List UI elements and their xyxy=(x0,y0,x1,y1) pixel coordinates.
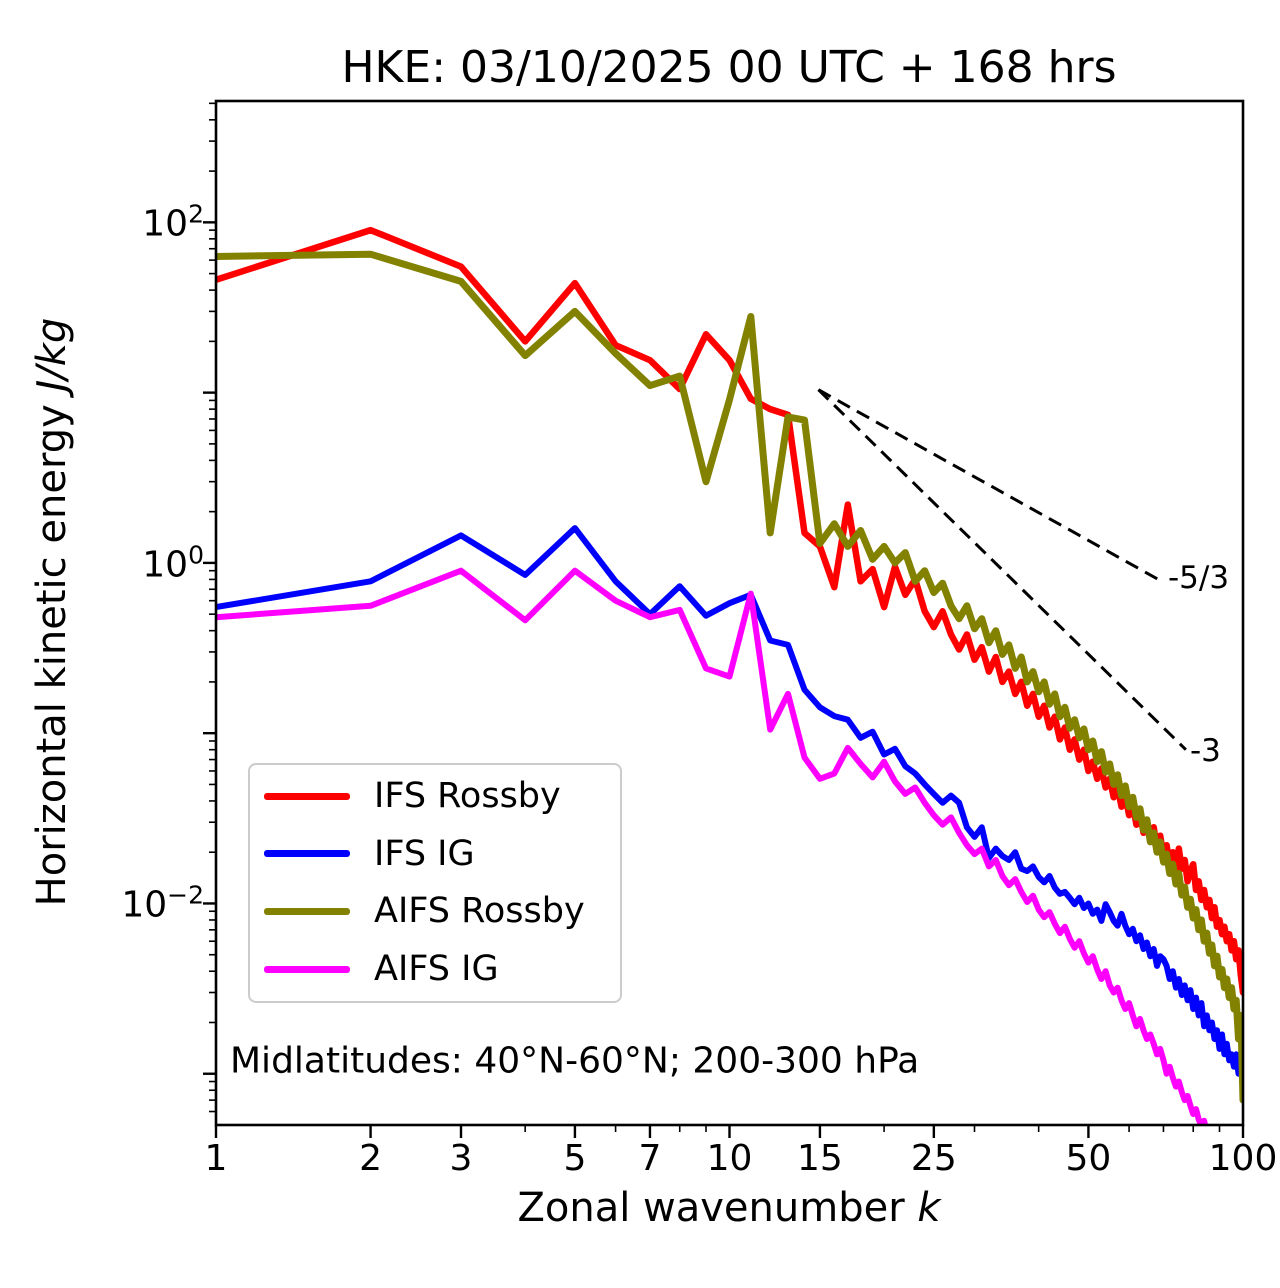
series-line-aifs-rossby xyxy=(216,250,1243,1104)
x-tick-label-25: 25 xyxy=(910,1138,957,1179)
y-axis-label-units: J/kg xyxy=(29,317,75,392)
x-tick-label-7: 7 xyxy=(638,1138,662,1179)
y-tick-label-10e2: 102 xyxy=(142,199,204,245)
series-line-aifs-ig xyxy=(216,567,1209,1125)
axes-frame xyxy=(214,99,1245,1127)
x-tick-label-3: 3 xyxy=(449,1138,473,1179)
x-tick-label-15: 15 xyxy=(797,1138,843,1179)
y-tick-label-10e0: 100 xyxy=(142,540,204,586)
x-tick-label-50: 50 xyxy=(1065,1138,1112,1179)
ref-slope-label-3: -3 xyxy=(1190,733,1221,769)
ref-slope-label-53: -5/3 xyxy=(1168,560,1230,596)
y-axis-label-text: Horizontal kinetic energy xyxy=(29,391,75,907)
legend-label: AIFS Rossby xyxy=(374,891,585,932)
x-axis-label: Zonal wavenumber k xyxy=(517,1185,940,1231)
y-tick-label-10e−2: 10−2 xyxy=(121,880,204,926)
legend-line-swatch xyxy=(264,850,350,858)
legend-label: IFS Rossby xyxy=(374,776,561,816)
legend: IFS Rossby IFS IG AIFS Rossby AIFS IG xyxy=(248,763,622,1003)
series-line-ifs-ig xyxy=(216,525,1243,1077)
x-tick-label-10: 10 xyxy=(706,1138,753,1179)
legend-label: IFS IG xyxy=(374,833,475,874)
x-tick-label-2: 2 xyxy=(359,1138,383,1179)
legend-label: AIFS IG xyxy=(374,949,499,990)
region-annotation: Midlatitudes: 40°N-60°N; 200-300 hPa xyxy=(230,1040,920,1082)
y-axis-label: Horizontal kinetic energy J/kg xyxy=(29,318,75,907)
x-axis-label-text: Zonal wavenumber xyxy=(517,1185,918,1231)
legend-line-swatch xyxy=(264,965,350,973)
chart-title: HKE: 03/10/2025 00 UTC + 168 hrs xyxy=(341,42,1117,93)
x-tick-label-5: 5 xyxy=(563,1138,587,1179)
x-tick-label-1: 1 xyxy=(204,1138,228,1179)
legend-line-swatch xyxy=(264,792,350,800)
x-axis-label-symbol: k xyxy=(917,1185,941,1231)
reference-line2-dashed xyxy=(817,388,1187,751)
legend-line-swatch xyxy=(264,907,350,915)
x-tick-label-100: 100 xyxy=(1208,1138,1278,1179)
